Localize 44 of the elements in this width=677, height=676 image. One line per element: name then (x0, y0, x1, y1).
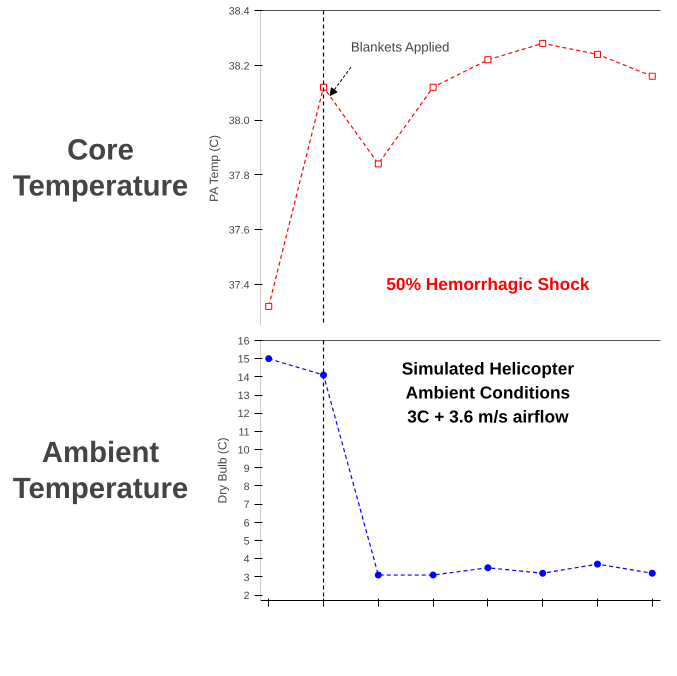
point (594, 560, 601, 568)
point (539, 570, 546, 577)
annotation: Blankets Applied (350, 40, 450, 55)
point (648, 570, 656, 577)
y-tick-label: 16 (238, 336, 250, 348)
point (265, 355, 272, 362)
y-tick-label: 37.8 (228, 170, 250, 182)
annotation: Simulated Helicopter Ambient Conditions 3C + 3.6 m/s airflow (402, 358, 574, 427)
point (594, 50, 601, 58)
y-tick-label: 11 (238, 426, 250, 438)
text: Ambient Temperature (12, 436, 188, 506)
point (430, 84, 437, 91)
y-tick-label: 10 (238, 444, 250, 457)
y-tick-label: 14 (238, 372, 250, 384)
y-tick-label: 4 (244, 554, 250, 566)
point (265, 302, 272, 310)
y-tick-label: 12 (238, 408, 250, 420)
point (484, 564, 492, 572)
point (648, 72, 656, 80)
point (539, 40, 546, 47)
y-tick-label: 37.6 (228, 224, 250, 237)
y-tick-label: 38.2 (228, 60, 250, 72)
y-tick-label: 2 (244, 590, 250, 602)
y-axis-title: PA Temp (C) (206, 134, 221, 202)
point (374, 160, 382, 168)
y-tick-label: 13 (238, 390, 250, 402)
point (320, 84, 328, 91)
y-tick-label: 8 (244, 480, 250, 493)
point (430, 572, 437, 579)
y-tick-label: 37.4 (228, 279, 250, 292)
y-tick-label: 3 (244, 572, 250, 584)
annotation: 50% Hemorrhagic Shock (386, 274, 590, 294)
point (484, 56, 492, 64)
y-tick-label: 5 (244, 536, 250, 548)
y-tick-label: 38.0 (228, 115, 250, 128)
y-tick-label: 38.4 (228, 6, 250, 18)
y-tick-label: 6 (244, 517, 250, 530)
y-axis-title: Dry Bulb (C) (216, 437, 230, 504)
y-tick-label: 15 (238, 354, 250, 366)
text: Core Temperature (12, 133, 188, 203)
y-tick-label: 9 (244, 462, 250, 475)
point (320, 372, 328, 379)
y-tick-label: 7 (244, 499, 250, 512)
point (374, 572, 382, 579)
